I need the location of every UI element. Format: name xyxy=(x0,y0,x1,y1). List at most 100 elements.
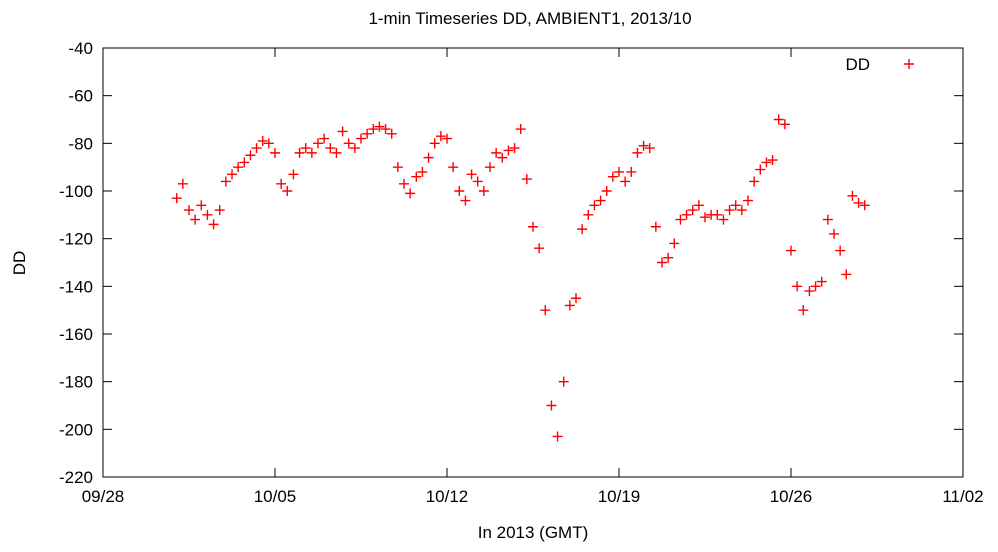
data-point xyxy=(288,169,299,180)
data-point xyxy=(337,126,348,137)
data-point xyxy=(497,152,508,163)
data-point xyxy=(534,243,545,254)
y-tick-label: -220 xyxy=(59,468,93,487)
data-point xyxy=(233,162,244,173)
legend-plus-marker xyxy=(904,59,914,69)
data-point xyxy=(528,221,538,232)
data-point xyxy=(779,119,790,130)
data-point xyxy=(620,176,631,187)
data-point xyxy=(644,143,655,154)
data-point xyxy=(601,186,612,196)
data-point xyxy=(325,143,336,154)
data-point xyxy=(540,305,551,316)
data-point xyxy=(294,147,305,158)
data-point xyxy=(190,214,201,225)
data-point xyxy=(245,150,256,161)
data-point xyxy=(650,221,661,232)
data-point xyxy=(577,224,588,235)
data-point xyxy=(356,133,366,144)
data-point xyxy=(595,195,606,206)
data-point xyxy=(675,214,686,225)
data-point xyxy=(718,214,729,225)
y-axis-label: DD xyxy=(10,251,29,276)
data-point xyxy=(362,128,373,139)
y-axis: -40 -60 -80 -100 -120 -140 -160 -180 -200 -220 xyxy=(59,39,963,487)
data-point xyxy=(583,209,594,220)
data-point xyxy=(841,269,852,280)
data-point xyxy=(571,293,581,304)
x-tick-label: 09/28 xyxy=(82,487,125,506)
data-point xyxy=(816,276,827,287)
data-point xyxy=(257,135,268,146)
series-dd xyxy=(171,114,870,442)
plot-frame xyxy=(102,47,964,478)
data-point xyxy=(755,164,766,175)
data-point xyxy=(184,205,194,216)
data-point xyxy=(331,147,342,158)
legend: DD xyxy=(845,55,914,74)
x-tick-label: 10/05 xyxy=(254,487,297,506)
data-point xyxy=(773,114,784,125)
data-point xyxy=(423,152,434,163)
data-point xyxy=(196,200,207,211)
data-point xyxy=(399,178,409,189)
data-point xyxy=(712,209,723,220)
data-point xyxy=(657,257,667,268)
data-point xyxy=(847,190,858,201)
data-point xyxy=(693,200,704,211)
x-axis-label: In 2013 (GMT) xyxy=(478,523,589,542)
data-point xyxy=(767,155,778,166)
data-point xyxy=(558,376,569,387)
data-point xyxy=(313,138,323,149)
data-point xyxy=(607,171,618,182)
data-point xyxy=(546,400,557,411)
data-point xyxy=(460,195,471,206)
chart-title: 1-min Timeseries DD, AMBIENT1, 2013/10 xyxy=(368,9,691,28)
x-tick-label: 11/02 xyxy=(942,487,983,506)
data-point xyxy=(263,138,274,149)
data-point xyxy=(270,147,280,158)
data-point xyxy=(743,195,753,206)
legend-marker xyxy=(904,59,914,69)
data-point xyxy=(208,219,219,230)
data-point xyxy=(859,200,870,211)
data-point xyxy=(282,186,293,196)
y-tick-label: -40 xyxy=(68,39,93,58)
data-point xyxy=(822,214,833,225)
data-point xyxy=(392,162,403,173)
y-tick-label: -160 xyxy=(59,325,93,344)
y-tick-label: -100 xyxy=(59,182,93,201)
data-point xyxy=(435,131,446,142)
data-point xyxy=(411,171,422,182)
data-point xyxy=(798,305,809,316)
data-point xyxy=(663,252,674,263)
data-point xyxy=(552,431,563,442)
data-point xyxy=(509,143,520,154)
x-tick-label: 10/26 xyxy=(770,487,813,506)
data-point xyxy=(405,188,416,199)
data-point xyxy=(736,205,747,216)
data-point xyxy=(429,138,440,149)
x-axis: 09/28 10/05 10/12 10/19 10/26 11/02 xyxy=(82,48,984,506)
data-point xyxy=(724,205,735,216)
legend-label: DD xyxy=(845,55,870,74)
y-tick-label: -120 xyxy=(59,230,93,249)
x-tick-label: 10/12 xyxy=(426,487,469,506)
x-tick-label: 10/19 xyxy=(598,487,641,506)
data-point xyxy=(749,176,760,187)
data-point xyxy=(669,238,680,249)
data-point xyxy=(835,245,846,256)
data-point xyxy=(343,138,354,149)
data-point xyxy=(386,128,397,139)
data-point xyxy=(503,145,514,156)
data-point xyxy=(804,286,815,297)
data-point xyxy=(417,166,428,177)
data-point xyxy=(638,140,649,151)
data-point xyxy=(792,281,803,292)
data-point xyxy=(454,186,465,196)
data-point xyxy=(380,124,391,135)
data-point xyxy=(220,176,231,187)
data-point xyxy=(306,147,317,158)
data-point xyxy=(171,193,182,204)
data-point xyxy=(214,205,225,216)
